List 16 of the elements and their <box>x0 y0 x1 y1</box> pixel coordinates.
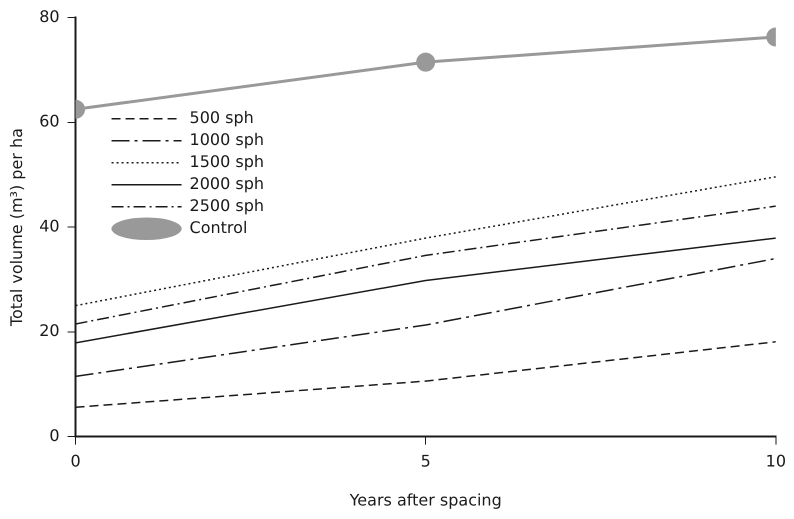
x-tick-label: 10 <box>766 451 786 470</box>
x-tick-label: 5 <box>420 451 431 470</box>
y-tick-label: 60 <box>39 112 60 131</box>
legend-label: 500 sph <box>190 108 254 127</box>
legend-label: Control <box>190 218 248 237</box>
y-tick-label: 80 <box>39 6 60 26</box>
legend-label: 2500 sph <box>190 196 264 215</box>
x-tick-label: 0 <box>70 451 81 470</box>
y-axis-title: Total volume (m³) per ha <box>6 128 26 328</box>
y-tick-label: 20 <box>39 321 60 340</box>
legend-label: 2000 sph <box>190 174 264 193</box>
legend-label: 1500 sph <box>190 152 264 171</box>
y-tick-label: 40 <box>39 216 60 236</box>
y-tick-label: 0 <box>49 426 60 445</box>
x-axis-title: Years after spacing <box>348 490 502 510</box>
legend-label: 1000 sph <box>190 130 264 149</box>
